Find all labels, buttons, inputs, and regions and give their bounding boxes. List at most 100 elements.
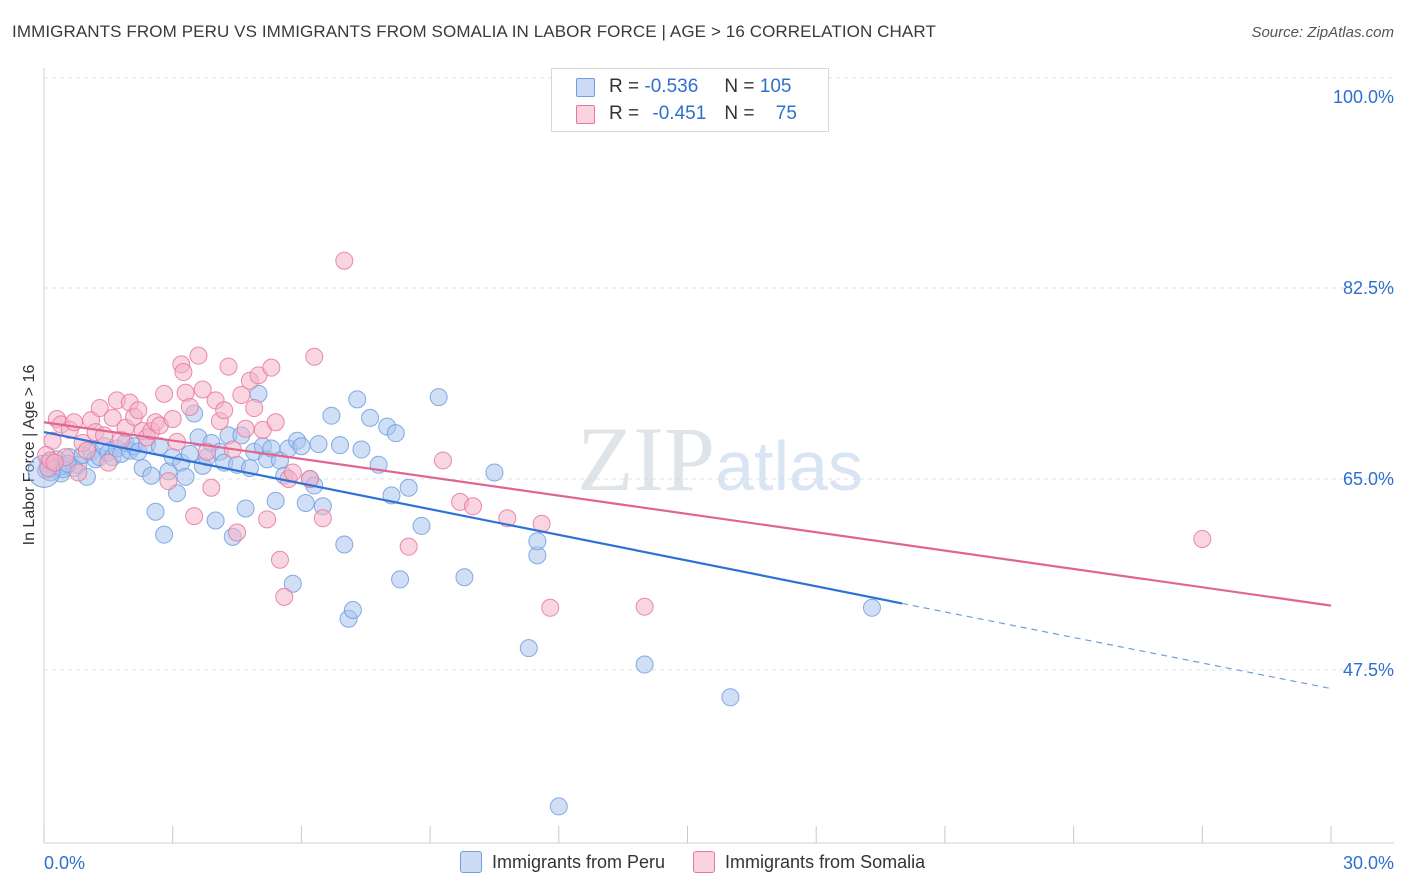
point-somalia (155, 384, 174, 403)
point-somalia (180, 397, 199, 416)
point-somalia (99, 453, 118, 472)
point-somalia (236, 419, 255, 438)
watermark: ZIPatlas (577, 408, 863, 510)
point-peru (429, 388, 448, 407)
n-value: 105 (759, 76, 792, 97)
point-peru (391, 570, 410, 589)
stats-legend: R = -0.536 N = 105 R = -0.451 N = 75 (551, 68, 829, 132)
point-peru (399, 478, 418, 497)
point-somalia (399, 537, 418, 556)
r-value: -0.451 (652, 103, 707, 124)
point-somalia (498, 509, 517, 528)
point-peru (412, 516, 431, 535)
point-somalia (193, 380, 212, 399)
point-peru (485, 463, 504, 482)
r-value: -0.536 (644, 76, 699, 97)
point-peru (266, 491, 285, 510)
legend-label-somalia: Immigrants from Somalia (725, 851, 926, 872)
point-peru (142, 466, 161, 485)
chart-title: IMMIGRANTS FROM PERU VS IMMIGRANTS FROM … (12, 22, 936, 41)
watermark-atlas: atlas (715, 427, 863, 505)
point-somalia (1193, 530, 1212, 549)
point-somalia (45, 453, 64, 472)
point-somalia (90, 399, 109, 418)
point-somalia (215, 401, 234, 420)
trend-line-peru (43, 430, 903, 605)
point-somalia (185, 507, 204, 526)
point-somalia (198, 442, 217, 461)
point-peru (331, 436, 350, 455)
point-somalia (262, 358, 281, 377)
point-somalia (163, 409, 182, 428)
point-somalia (202, 478, 221, 497)
stats-row-somalia: R = -0.451 N = 75 (576, 102, 797, 126)
r-label: R = (609, 103, 640, 124)
point-peru (343, 600, 362, 619)
point-peru (862, 598, 881, 617)
legend-swatch-somalia (693, 851, 716, 873)
point-somalia (174, 363, 193, 382)
point-somalia (305, 347, 324, 366)
point-somalia (258, 510, 277, 529)
point-somalia (77, 441, 96, 460)
point-peru (322, 406, 341, 425)
legend-item-somalia[interactable]: Immigrants from Somalia (693, 851, 925, 873)
point-somalia (129, 401, 148, 420)
somalia-swatch (576, 104, 595, 124)
point-peru (721, 688, 740, 707)
y-tick-label-65: 65.0% (1342, 469, 1394, 489)
point-peru (352, 440, 371, 459)
legend-label-peru: Immigrants from Peru (492, 851, 666, 872)
bottom-legend: Immigrants from Peru Immigrants from Som… (460, 851, 953, 873)
peru-swatch (576, 77, 595, 97)
n-value: 75 (775, 103, 797, 124)
point-somalia (159, 472, 178, 491)
y-tick-label-47-5: 47.5% (1342, 660, 1394, 680)
point-peru (361, 408, 380, 427)
x-tick-label-max: 30.0% (1342, 853, 1394, 873)
point-peru (386, 424, 405, 443)
x-tick-label-min: 0.0% (44, 853, 86, 873)
point-peru (309, 435, 328, 454)
point-peru (283, 574, 302, 593)
point-somalia (313, 509, 332, 528)
point-peru (635, 655, 654, 674)
point-somalia (189, 346, 208, 365)
point-peru (236, 499, 255, 518)
point-somalia (270, 550, 289, 569)
series-somalia (37, 251, 1212, 617)
point-somalia (335, 251, 354, 270)
point-somalia (275, 587, 294, 606)
point-somalia (103, 408, 122, 427)
point-somalia (219, 357, 238, 376)
n-label: N = (724, 76, 755, 97)
point-peru (292, 437, 311, 456)
trend-lines (43, 421, 1332, 690)
point-somalia (228, 523, 247, 542)
point-somalia (69, 463, 88, 482)
point-peru (176, 467, 195, 486)
point-somalia (635, 597, 654, 616)
point-peru (519, 639, 538, 658)
point-somalia (433, 451, 452, 470)
trend-line-somalia (43, 421, 1332, 607)
point-somalia (464, 497, 482, 516)
source-label: Source: ZipAtlas.com (1251, 24, 1394, 41)
point-somalia (245, 399, 264, 418)
stats-row-peru: R = -0.536 N = 105 (576, 75, 791, 99)
y-tick-label-100: 100.0% (1332, 87, 1394, 107)
point-peru (206, 511, 225, 530)
point-peru (155, 525, 174, 544)
point-somalia (266, 413, 285, 432)
point-peru (296, 494, 315, 513)
point-peru (528, 532, 547, 551)
legend-item-peru[interactable]: Immigrants from Peru (460, 851, 665, 873)
r-label: R = (609, 76, 640, 97)
point-peru (549, 797, 568, 816)
point-peru (455, 568, 474, 587)
legend-swatch-peru (460, 851, 482, 873)
n-label: N = (724, 103, 755, 124)
point-somalia (541, 598, 560, 617)
point-somalia (283, 463, 302, 482)
